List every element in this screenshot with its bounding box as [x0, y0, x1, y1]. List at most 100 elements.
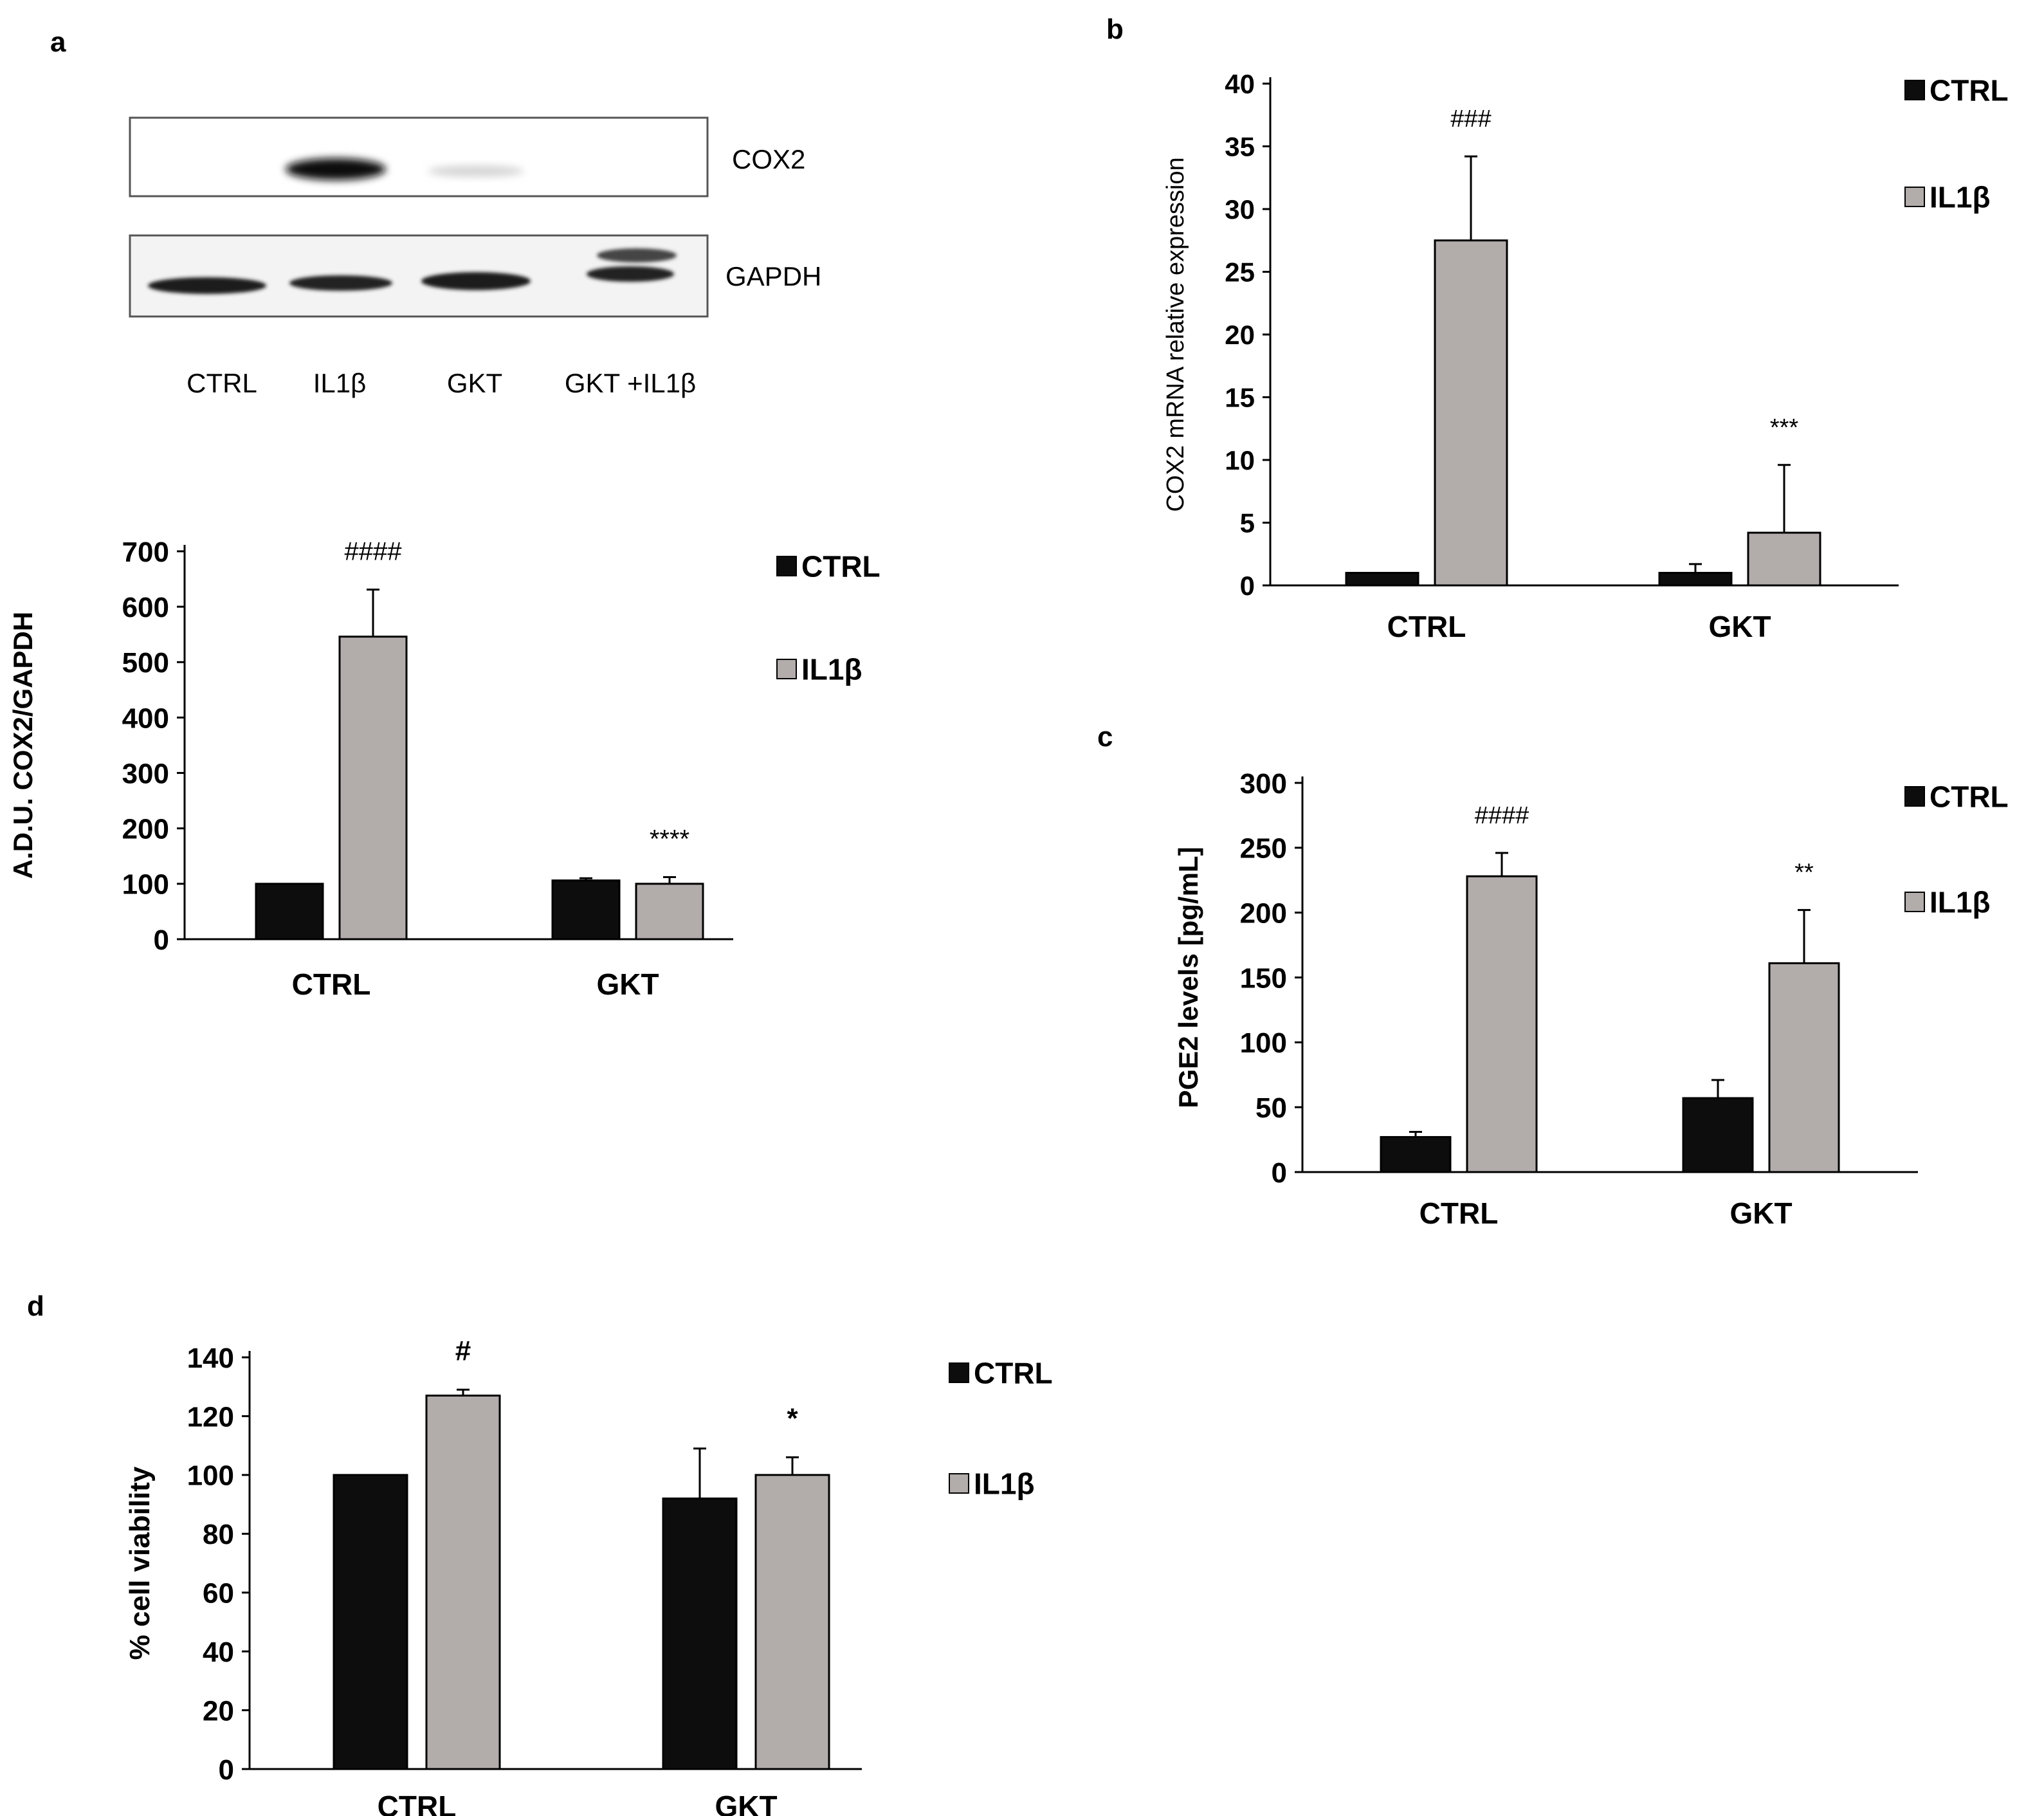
cox2-blot-strip — [129, 116, 709, 197]
bar-d-ctrl-il1b — [425, 1394, 501, 1770]
bar-d-ctrl-ctrl — [333, 1474, 408, 1770]
legend-label-il1b: IL1β — [1930, 181, 1991, 214]
y-tick-label: 200 — [122, 814, 169, 845]
y-axis-label: % cell viability — [124, 1466, 156, 1660]
bar-d-gkt-il1b — [754, 1474, 830, 1770]
gapdh-band-gkt-il1b — [587, 266, 674, 282]
y-tick-label: 80 — [203, 1519, 234, 1550]
cox2-bands — [286, 158, 524, 180]
bar-a-gkt-il1b — [635, 883, 704, 940]
bar-c-gkt-ctrl — [1682, 1097, 1754, 1173]
y-tick-label: 20 — [203, 1695, 234, 1727]
bar-b-ctrl-ctrl — [1345, 572, 1419, 587]
y-axis-label: COX2 mRNA relative expression — [1162, 157, 1189, 511]
y-tick-label: 60 — [203, 1578, 234, 1610]
y-tick-label: 100 — [1240, 1027, 1287, 1059]
panel-label-a: a — [50, 26, 66, 58]
y-tick-label: 120 — [187, 1401, 234, 1433]
significance-marker: #### — [1475, 802, 1529, 829]
legend-swatch-ctrl — [949, 1362, 969, 1383]
significance-marker: # — [455, 1335, 471, 1366]
y-tick-label: 0 — [154, 924, 169, 956]
y-tick-label: 5 — [1240, 508, 1255, 538]
bar-b-ctrl-il1b — [1434, 239, 1508, 587]
y-tick-label: 25 — [1225, 257, 1255, 288]
x-category-label: GKT — [1729, 1197, 1792, 1230]
legend-swatch-ctrl — [1904, 80, 1925, 100]
band-label-cox2: COX2 — [732, 144, 805, 174]
x-category-label: GKT — [596, 968, 659, 1001]
y-tick-label: 700 — [122, 537, 169, 568]
y-tick-label: 0 — [1240, 571, 1255, 601]
x-category-label: CTRL — [292, 968, 371, 1001]
y-tick-label: 300 — [122, 758, 169, 789]
y-tick-label: 35 — [1225, 132, 1255, 162]
y-tick-label: 100 — [187, 1460, 234, 1492]
gapdh-band-ctrl — [148, 277, 266, 294]
x-category-label: CTRL — [1387, 610, 1466, 643]
legend-label-ctrl: CTRL — [974, 1357, 1053, 1390]
y-tick-label: 0 — [1272, 1157, 1287, 1189]
chart-d: d 0 20 40 60 80 100 120 140 % cell viability # CTRL… — [27, 1290, 1053, 1816]
y-tick-label: 0 — [219, 1754, 234, 1786]
y-tick-label: 400 — [122, 702, 169, 734]
bar-b-gkt-ctrl — [1658, 572, 1733, 587]
bar-b-gkt-il1b — [1747, 531, 1821, 587]
lane-label-gkt: GKT — [447, 368, 502, 398]
y-tick-label: 40 — [203, 1637, 234, 1668]
x-category-label: GKT — [715, 1790, 777, 1816]
legend-label-ctrl: CTRL — [801, 550, 881, 583]
legend-swatch-ctrl — [1904, 786, 1925, 807]
bar-c-gkt-il1b — [1768, 962, 1840, 1173]
bar-a-gkt-ctrl — [551, 879, 621, 940]
x-category-label: CTRL — [1419, 1197, 1499, 1230]
x-category-label: CTRL — [378, 1790, 457, 1816]
chart-c: c 0 50 100 150 200 250 300 PGE2 levels [pg/mL] ##… — [1097, 721, 2009, 1230]
significance-marker: * — [787, 1402, 798, 1434]
panel-label-c: c — [1097, 721, 1113, 753]
legend-swatch-il1b — [1904, 187, 1925, 207]
panel-label-b: b — [1106, 14, 1124, 45]
legend-swatch-il1b — [776, 659, 797, 679]
bar-a-ctrl-il1b — [338, 636, 408, 940]
gapdh-band-il1b — [289, 275, 392, 291]
y-axis-label: PGE2 levels [pg/mL] — [1173, 847, 1203, 1108]
y-tick-label: 150 — [1240, 962, 1287, 994]
y-tick-label: 30 — [1225, 194, 1255, 225]
chart-a: 0 100 200 300 400 500 600 700 A.D.U. COX2/GAPDH #… — [8, 537, 881, 1001]
y-tick-label: 500 — [122, 647, 169, 679]
legend-label-il1b: IL1β — [801, 653, 862, 686]
significance-marker: **** — [650, 825, 689, 854]
significance-marker: ### — [1450, 105, 1491, 133]
y-tick-label: 20 — [1225, 320, 1255, 350]
lane-label-gkt-il1b: GKT +IL1β — [565, 368, 696, 398]
legend-label-ctrl: CTRL — [1930, 74, 2009, 107]
significance-marker: *** — [1770, 414, 1799, 441]
legend-label-il1b: IL1β — [974, 1467, 1035, 1501]
cox2-band-il1b — [286, 158, 386, 180]
x-category-label: GKT — [1708, 610, 1771, 643]
band-label-gapdh: GAPDH — [725, 261, 821, 291]
y-tick-label: 200 — [1240, 898, 1287, 930]
legend-swatch-il1b — [1904, 892, 1925, 912]
cox2-band-gkt — [428, 165, 524, 177]
lane-label-il1b: IL1β — [313, 368, 367, 398]
y-tick-label: 15 — [1225, 383, 1255, 413]
lane-label-ctrl: CTRL — [187, 368, 257, 398]
western-blot: a COX2 GAPDH CTRL IL1β GKT GKT +IL1β — [50, 26, 821, 398]
gapdh-band-gkt — [421, 272, 531, 290]
bar-a-ctrl-ctrl — [255, 883, 324, 940]
legend-label-ctrl: CTRL — [1930, 780, 2009, 814]
bar-d-gkt-ctrl — [662, 1497, 738, 1770]
significance-marker: #### — [345, 537, 403, 565]
legend-label-il1b: IL1β — [1930, 886, 1991, 919]
bar-c-ctrl-il1b — [1466, 875, 1538, 1173]
y-tick-label: 300 — [1240, 768, 1287, 800]
y-axis-label: A.D.U. COX2/GAPDH — [8, 612, 38, 879]
y-tick-label: 100 — [122, 869, 169, 901]
legend-swatch-ctrl — [776, 556, 797, 576]
gapdh-bands — [148, 248, 677, 294]
y-tick-label: 140 — [187, 1343, 234, 1374]
